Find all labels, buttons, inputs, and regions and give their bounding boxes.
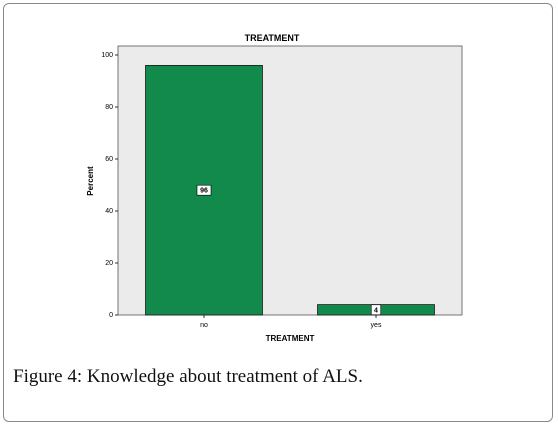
caption-text: Knowledge about treatment of ALS. bbox=[82, 366, 363, 387]
y-tick-label: 20 bbox=[105, 260, 113, 267]
bars-layer: 96 4 bbox=[145, 65, 435, 316]
chart-title: TREATMENT bbox=[245, 33, 300, 43]
axis-layer: 0 20 40 60 80 100 no yes bbox=[101, 52, 382, 329]
caption-label: Figure 4: bbox=[13, 366, 83, 387]
bar-chart: TREATMENT TREATMENT Percent 96 4 0 20 40 60 8… bbox=[86, 33, 463, 343]
data-label-box bbox=[196, 184, 212, 196]
y-axis-label: Percent bbox=[86, 166, 95, 196]
y-tick-label: 40 bbox=[105, 208, 113, 215]
data-label: 96 bbox=[200, 188, 208, 195]
x-tick-label: yes bbox=[371, 322, 382, 329]
figure-caption: Figure 4: Knowledge about treatment of A… bbox=[13, 366, 363, 388]
data-label-box bbox=[370, 304, 382, 316]
y-tick-label: 60 bbox=[105, 156, 113, 163]
x-axis-label: TREATMENT bbox=[266, 334, 315, 343]
x-tick-label: no bbox=[200, 322, 208, 329]
data-label: 4 bbox=[374, 307, 378, 314]
y-tick-label: 0 bbox=[109, 312, 113, 319]
y-tick-label: 80 bbox=[105, 104, 113, 111]
y-tick-label: 100 bbox=[101, 52, 113, 59]
